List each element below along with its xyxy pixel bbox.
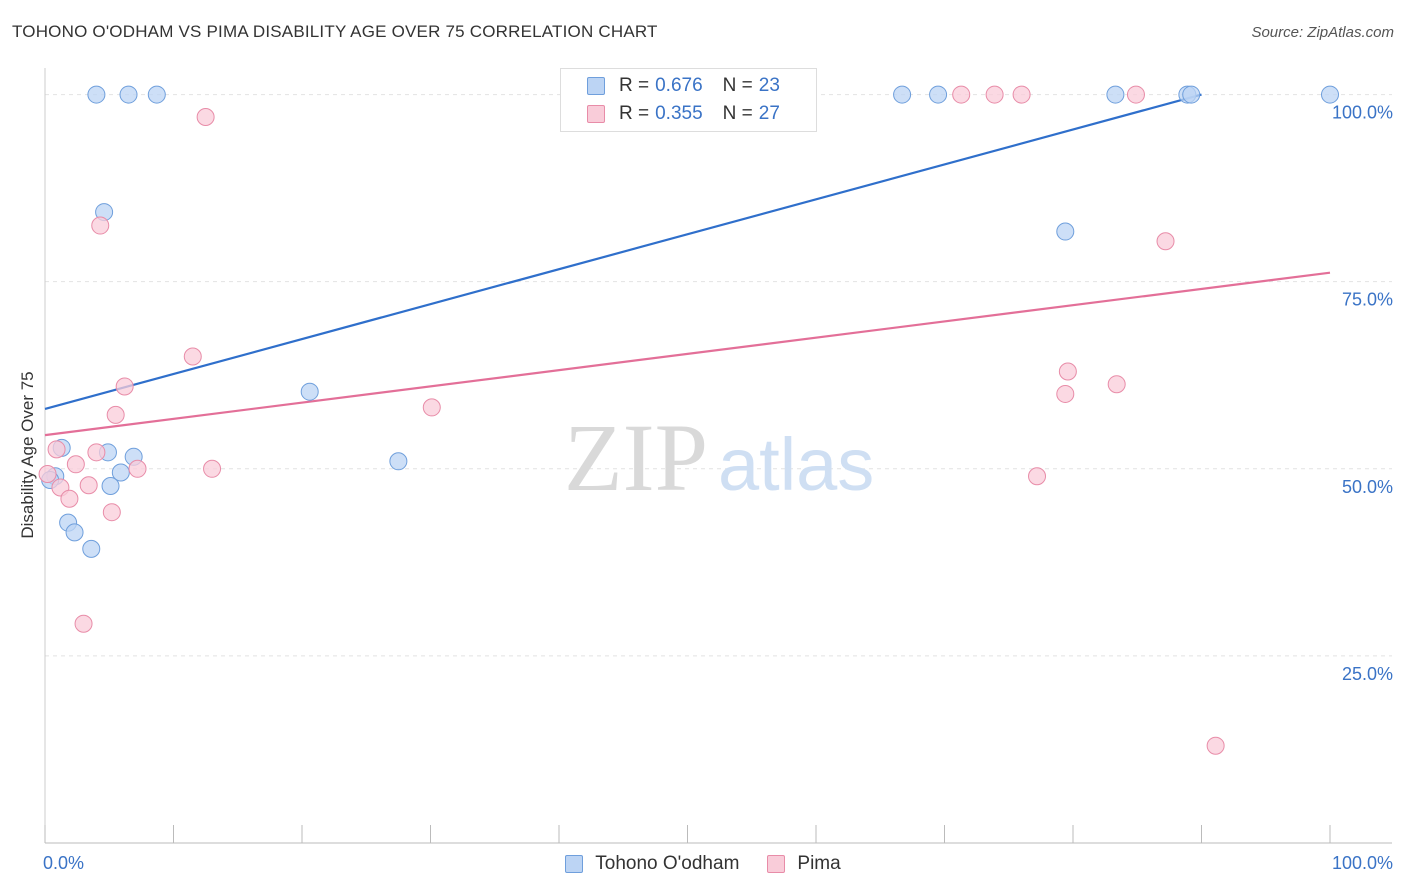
data-point-pima [1056, 384, 1075, 403]
legend-r-value: 0.676 [655, 75, 703, 96]
x-tick-label-min: 0.0% [43, 853, 84, 873]
legend-n-value: 23 [758, 75, 780, 96]
data-point-pima [128, 459, 147, 478]
data-point-tohono [111, 463, 130, 482]
legend-n-value: 27 [758, 103, 780, 124]
legend-r-value: 0.355 [655, 103, 703, 124]
data-point-tohono [1056, 222, 1075, 241]
data-point-pima [1028, 467, 1047, 486]
data-point-pima [79, 476, 98, 495]
data-point-pima [1126, 85, 1145, 104]
data-point-tohono [1106, 85, 1125, 104]
legend-row-tohono: R = 0.676 N = 23 [587, 73, 780, 99]
data-point-pima [1206, 736, 1225, 755]
data-point-pima [1058, 362, 1077, 381]
series-legend: Tohono O'odham Pima [0, 850, 1406, 878]
data-point-tohono [300, 382, 319, 401]
trend-line-tohono [44, 93, 1202, 410]
y-tick-label: 75.0% [1342, 290, 1393, 310]
data-point-tohono [1182, 85, 1201, 104]
data-point-pima [203, 459, 222, 478]
y-axis-title: Disability Age Over 75 [18, 371, 37, 539]
y-tick-label: 50.0% [1342, 477, 1393, 497]
chart-title: TOHONO O'ODHAM VS PIMA DISABILITY AGE OV… [12, 22, 658, 41]
trend-lines [44, 93, 1331, 437]
axes [44, 68, 1392, 844]
watermark: ZIP atlas [564, 404, 874, 511]
legend-swatch-pink [587, 105, 605, 123]
data-point-tohono [1321, 85, 1339, 104]
data-point-tohono [65, 523, 84, 542]
legend-r-label: R = [619, 103, 650, 124]
data-point-tohono [82, 539, 101, 558]
legend-n-label: N = [722, 75, 753, 96]
data-point-pima [38, 465, 57, 484]
data-point-pima [115, 377, 134, 396]
data-point-pima [66, 455, 85, 474]
legend-item-tohono[interactable]: Tohono O'odham [565, 853, 739, 875]
data-point-pima [183, 347, 202, 366]
stats-legend: R = 0.676 N = 23 R = 0.355 N = 27 [560, 68, 817, 132]
y-tick-label: 25.0% [1342, 664, 1393, 684]
data-point-pima [952, 85, 971, 104]
legend-item-pima[interactable]: Pima [767, 853, 841, 875]
data-point-pima [422, 398, 441, 417]
data-point-pima [1107, 375, 1126, 394]
data-point-pima [1012, 85, 1031, 104]
data-point-pima [106, 405, 125, 424]
watermark-zip: ZIP [564, 404, 708, 511]
data-points [38, 85, 1339, 755]
data-point-pima [74, 614, 93, 633]
legend-swatch-pink [767, 855, 786, 873]
data-point-pima [1156, 232, 1175, 251]
trend-line-pima [44, 271, 1331, 437]
legend-swatch-blue [565, 855, 584, 873]
data-point-tohono [147, 85, 166, 104]
data-point-pima [196, 108, 215, 127]
legend-n-label: N = [722, 103, 753, 124]
data-point-tohono [929, 85, 948, 104]
legend-row-pima: R = 0.355 N = 27 [587, 101, 780, 127]
data-point-tohono [87, 85, 106, 104]
grid-lines [45, 94, 1392, 657]
data-point-pima [102, 503, 121, 522]
legend-r-label: R = [619, 75, 650, 96]
data-point-tohono [893, 85, 912, 104]
y-tick-label: 100.0% [1332, 103, 1393, 123]
x-tick-label-max: 100.0% [1332, 853, 1393, 873]
data-point-pima [985, 85, 1004, 104]
data-point-pima [47, 440, 66, 459]
data-point-tohono [119, 85, 138, 104]
watermark-atlas: atlas [718, 423, 874, 506]
legend-label-tohono: Tohono O'odham [595, 853, 740, 874]
data-point-pima [87, 443, 106, 462]
tick-labels: 25.0% 50.0% 75.0% 100.0% 0.0% 100.0% [43, 103, 1393, 873]
legend-label-pima: Pima [797, 853, 841, 874]
source-label: Source: ZipAtlas.com [1251, 24, 1394, 41]
data-point-tohono [389, 452, 408, 471]
data-point-pima [91, 216, 110, 235]
data-point-tohono [101, 476, 120, 495]
data-point-pima [60, 489, 79, 508]
legend-swatch-blue [587, 77, 605, 95]
